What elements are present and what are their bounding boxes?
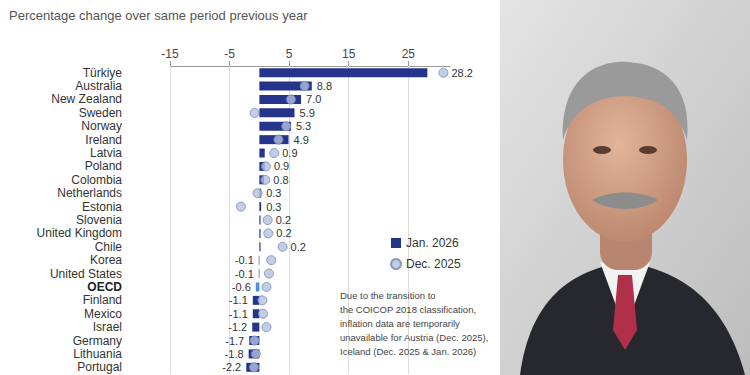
svg-text:8.8: 8.8 [317, 80, 332, 92]
svg-text:Estonia: Estonia [82, 200, 122, 214]
svg-text:Due to the transition to: Due to the transition to [340, 290, 436, 301]
svg-text:-5: -5 [224, 47, 235, 61]
svg-text:7.0: 7.0 [306, 93, 321, 105]
svg-text:0.8: 0.8 [273, 174, 288, 186]
svg-text:Finland: Finland [83, 293, 122, 307]
svg-text:United Kingdom: United Kingdom [37, 226, 122, 240]
svg-text:0.2: 0.2 [291, 241, 306, 253]
svg-text:-0.1: -0.1 [235, 254, 254, 266]
svg-text:Chile: Chile [95, 240, 123, 254]
svg-text:Iceland (Dec. 2025 & Jan. 2026: Iceland (Dec. 2025 & Jan. 2026) [340, 346, 476, 357]
svg-text:-15: -15 [161, 47, 179, 61]
svg-text:inflation data are temporarily: inflation data are temporarily [340, 318, 460, 329]
svg-text:Mexico: Mexico [84, 307, 122, 321]
svg-text:5: 5 [286, 47, 293, 61]
svg-text:Slovenia: Slovenia [76, 213, 122, 227]
svg-text:0.2: 0.2 [276, 227, 291, 239]
svg-text:Ireland: Ireland [85, 133, 122, 147]
svg-text:unavailable for Austria (Dec.: unavailable for Austria (Dec. 2025), [340, 332, 488, 343]
svg-text:0.2: 0.2 [276, 214, 291, 226]
svg-text:-0.6: -0.6 [232, 281, 251, 293]
svg-text:Norway: Norway [81, 119, 122, 133]
svg-text:Poland: Poland [85, 159, 122, 173]
svg-text:-1.1: -1.1 [229, 308, 248, 320]
svg-text:25: 25 [402, 47, 416, 61]
svg-text:Netherlands: Netherlands [57, 186, 122, 200]
svg-text:Australia: Australia [75, 79, 122, 93]
svg-text:Dec. 2025: Dec. 2025 [406, 257, 461, 271]
svg-text:5.3: 5.3 [296, 120, 311, 132]
svg-text:Percentage change over same pe: Percentage change over same period previ… [9, 8, 308, 23]
svg-text:-2.2: -2.2 [222, 361, 241, 373]
svg-text:28.2: 28.2 [451, 67, 472, 79]
svg-text:5.9: 5.9 [300, 107, 315, 119]
svg-text:Israel: Israel [93, 320, 122, 334]
svg-text:Türkiye: Türkiye [83, 66, 123, 80]
svg-text:0.3: 0.3 [266, 201, 281, 213]
svg-text:-0.1: -0.1 [235, 268, 254, 280]
svg-text:New Zealand: New Zealand [51, 92, 122, 106]
svg-text:-1.1: -1.1 [229, 294, 248, 306]
svg-text:-1.2: -1.2 [228, 321, 247, 333]
svg-text:0.9: 0.9 [274, 160, 289, 172]
svg-text:0.3: 0.3 [266, 187, 281, 199]
svg-text:-1.7: -1.7 [225, 335, 244, 347]
svg-text:Latvia: Latvia [90, 146, 122, 160]
svg-text:-1.8: -1.8 [225, 348, 244, 360]
svg-text:United States: United States [50, 267, 122, 281]
svg-text:Korea: Korea [90, 253, 122, 267]
svg-text:Jan. 2026: Jan. 2026 [406, 236, 459, 250]
svg-text:Portugal: Portugal [77, 360, 122, 374]
svg-text:Colombia: Colombia [71, 173, 122, 187]
svg-text:Sweden: Sweden [79, 106, 122, 120]
svg-text:0.9: 0.9 [282, 147, 297, 159]
svg-text:Lithuania: Lithuania [73, 347, 122, 361]
svg-text:Germany: Germany [73, 334, 122, 348]
svg-text:15: 15 [342, 47, 356, 61]
svg-text:4.9: 4.9 [294, 134, 309, 146]
svg-text:the COICOP 2018 classification: the COICOP 2018 classification, [340, 304, 476, 315]
svg-text:OECD: OECD [87, 280, 122, 294]
